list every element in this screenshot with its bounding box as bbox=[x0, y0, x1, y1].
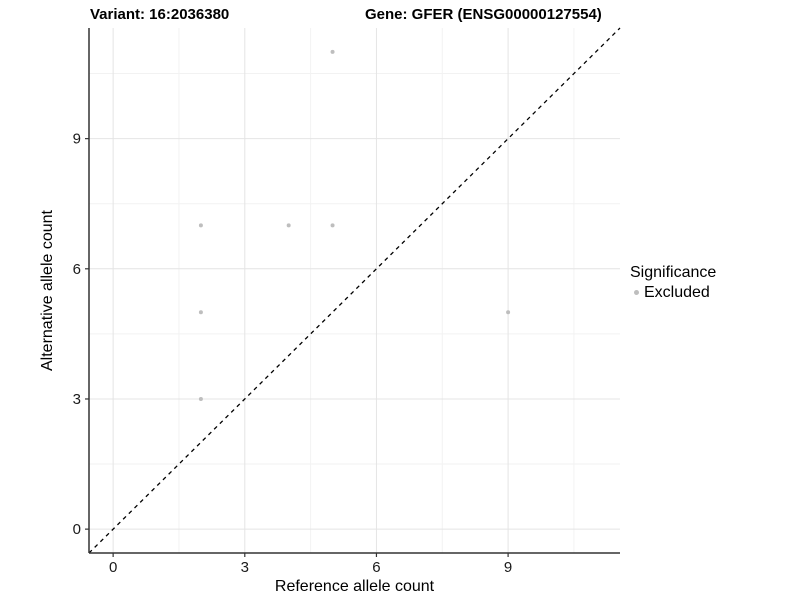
svg-text:6: 6 bbox=[73, 261, 81, 278]
svg-text:0: 0 bbox=[109, 559, 117, 576]
legend-item-label: Excluded bbox=[644, 284, 710, 301]
plot-title-variant: Variant: 16:2036380 bbox=[90, 6, 230, 23]
svg-text:3: 3 bbox=[241, 559, 249, 576]
svg-text:9: 9 bbox=[504, 559, 512, 576]
legend-title: Significance bbox=[630, 264, 717, 281]
svg-text:Reference allele count: Reference allele count bbox=[275, 578, 435, 595]
svg-text:9: 9 bbox=[73, 131, 81, 148]
legend: Significance Excluded bbox=[630, 263, 716, 302]
plot-title-gene: Gene: GFER (ENSG00000127554) bbox=[365, 6, 602, 23]
svg-text:0: 0 bbox=[73, 521, 81, 538]
svg-text:Alternative allele count: Alternative allele count bbox=[39, 209, 56, 371]
legend-item-excluded: Excluded bbox=[630, 283, 716, 302]
svg-text:6: 6 bbox=[372, 559, 380, 576]
svg-text:3: 3 bbox=[73, 391, 81, 408]
legend-point-icon bbox=[634, 290, 639, 295]
